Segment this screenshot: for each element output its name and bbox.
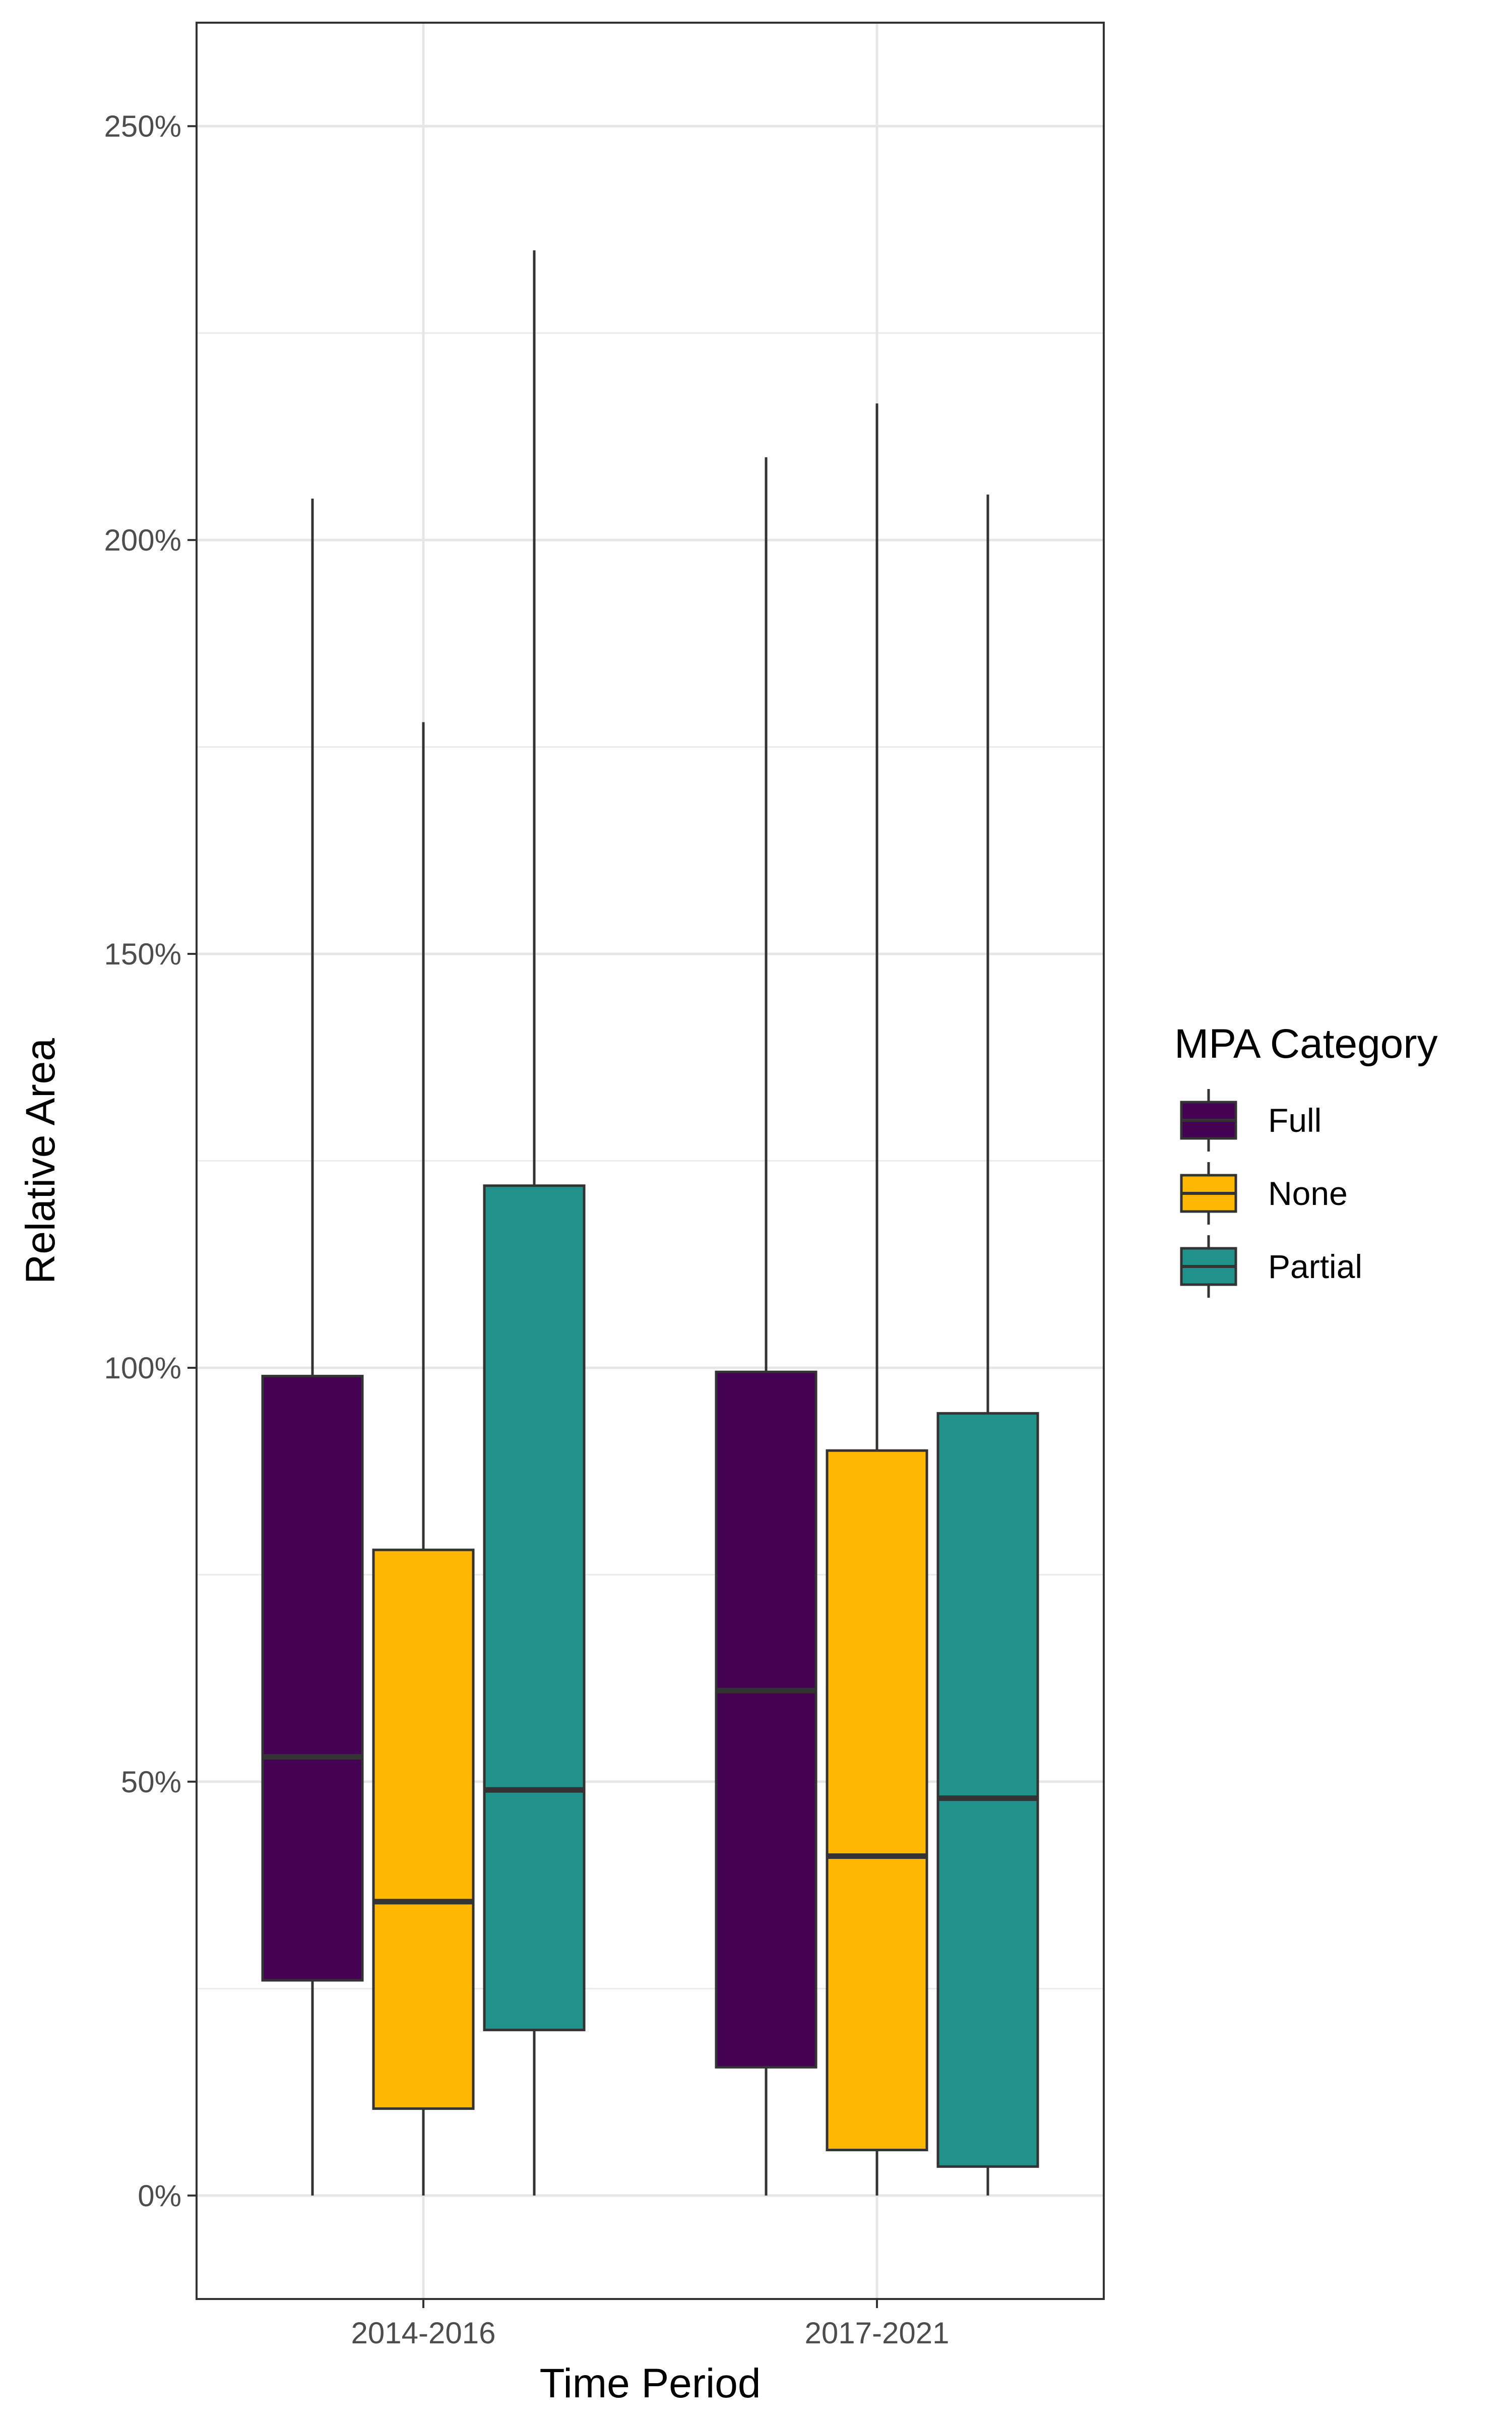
box xyxy=(372,1548,475,2110)
y-tick-label: 250% xyxy=(104,109,181,143)
legend-label: Full xyxy=(1268,1102,1321,1139)
x-tick-label: 2017-2021 xyxy=(805,2316,950,2350)
legend-item-full: Full xyxy=(1180,1089,1321,1152)
y-axis-title: Relative Area xyxy=(18,1038,64,1284)
legend-label: None xyxy=(1268,1175,1348,1212)
y-axis: 0% 50% 100% 150% 200% 250% xyxy=(104,109,197,2213)
box-full-2017-2021 xyxy=(715,457,817,2196)
x-axis: 2014-2016 2017-2021 xyxy=(351,2299,950,2350)
box xyxy=(826,1449,928,2151)
legend-label: Partial xyxy=(1268,1248,1362,1285)
box xyxy=(936,1412,1039,2168)
box xyxy=(261,1374,364,1982)
y-tick-label: 100% xyxy=(104,1351,181,1385)
box-none-2014-2016 xyxy=(372,722,475,2196)
y-tick-label: 150% xyxy=(104,937,181,971)
box-layer xyxy=(261,250,1039,2196)
legend: MPA Category Full None Partial xyxy=(1174,1021,1438,1298)
box-partial-2014-2016 xyxy=(483,250,586,2196)
box xyxy=(715,1370,817,2069)
x-tick-label: 2014-2016 xyxy=(351,2316,496,2350)
y-tick-label: 50% xyxy=(121,1765,181,1799)
legend-title: MPA Category xyxy=(1174,1021,1438,1067)
box xyxy=(483,1184,586,2031)
legend-item-partial: Partial xyxy=(1180,1235,1362,1298)
plot-border xyxy=(196,22,1105,2300)
box-partial-2017-2021 xyxy=(936,494,1039,2196)
box-none-2017-2021 xyxy=(826,403,928,2196)
y-tick-label: 200% xyxy=(104,523,181,557)
box-full-2014-2016 xyxy=(261,499,364,2196)
y-tick-label: 0% xyxy=(138,2179,181,2213)
legend-item-none: None xyxy=(1180,1162,1348,1225)
x-axis-title: Time Period xyxy=(540,2361,761,2406)
